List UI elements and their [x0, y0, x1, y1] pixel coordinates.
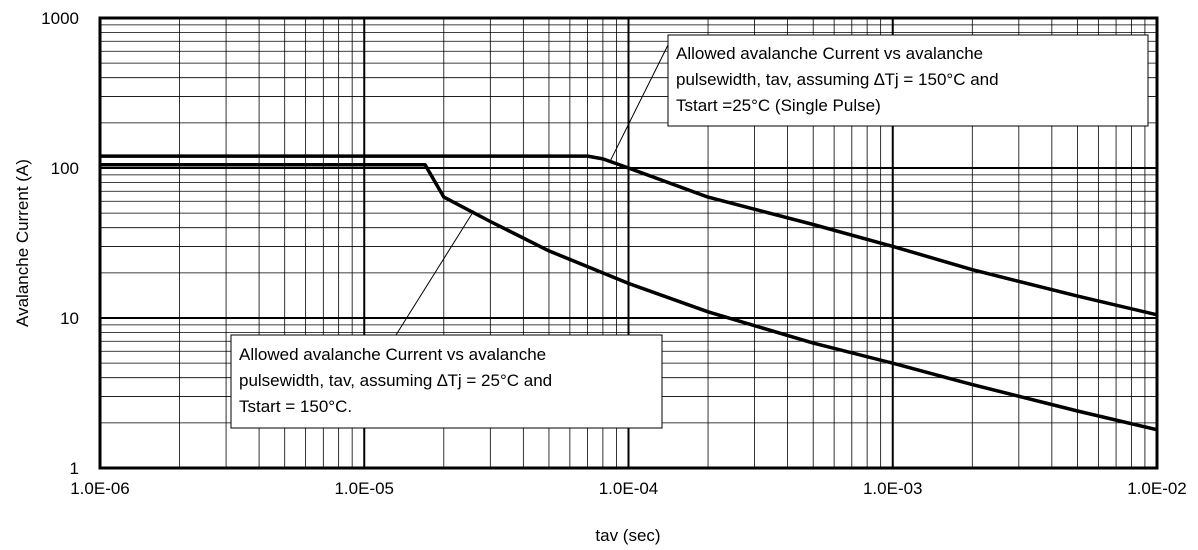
annotation-text-line: pulsewidth, tav, assuming ∆Tj = 150°C an…	[676, 70, 999, 89]
y-tick-label: 1000	[41, 9, 79, 28]
y-tick-labels: 1 10 100 1000	[41, 9, 79, 478]
y-tick-label: 10	[60, 309, 79, 328]
x-tick-label: 1.0E-04	[599, 479, 659, 498]
y-tick-label: 1	[70, 459, 79, 478]
x-tick-label: 1.0E-05	[334, 479, 394, 498]
y-axis-title: Avalanche Current (A)	[13, 159, 32, 327]
x-tick-label: 1.0E-06	[70, 479, 130, 498]
series-layer	[100, 154, 1158, 432]
annotation-text-line: Allowed avalanche Current vs avalanche	[676, 44, 983, 63]
x-axis-title: tav (sec)	[595, 526, 660, 545]
series-line-2	[100, 163, 1158, 432]
annotation-leader-line	[395, 210, 475, 336]
x-tick-labels: 1.0E-06 1.0E-05 1.0E-04 1.0E-03 1.0E-02	[70, 479, 1187, 498]
x-tick-label: 1.0E-02	[1127, 479, 1187, 498]
annotation-text-line: Tstart = 150°C.	[239, 397, 352, 416]
y-tick-label: 100	[51, 159, 79, 178]
annotation-box	[667, 34, 1149, 127]
x-tick-label: 1.0E-03	[863, 479, 923, 498]
series-line-1	[100, 154, 1158, 317]
plot-area-frame	[98, 16, 1159, 470]
annotation-text-line: pulsewidth, tav, assuming ∆Tj = 25°C and	[239, 371, 552, 390]
annotation-layer: Allowed avalanche Current vs avalanche pu…	[230, 34, 1149, 429]
annotation-box	[230, 334, 663, 429]
annotation-text-line: Tstart =25°C (Single Pulse)	[676, 96, 881, 115]
annotation-leader-line	[609, 44, 669, 163]
annotation-text-line: Allowed avalanche Current vs avalanche	[239, 345, 546, 364]
